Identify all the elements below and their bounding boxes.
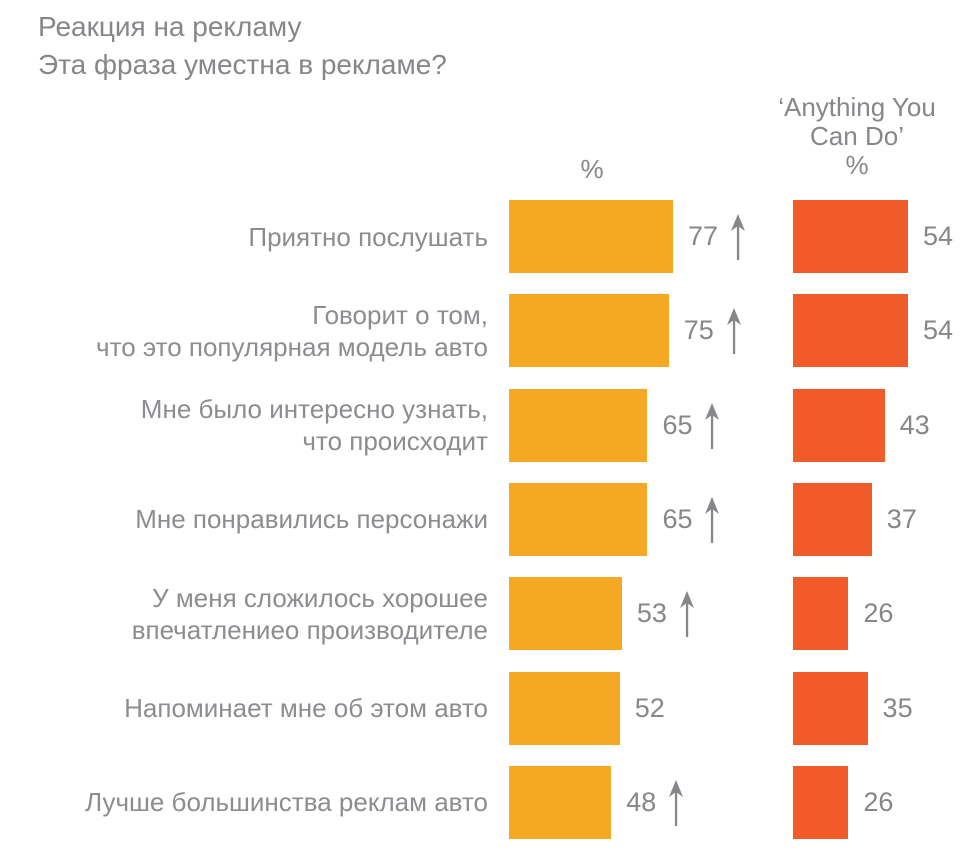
row-label-line: что происходит [302,426,488,457]
value-comparison-label: 35 [882,692,913,723]
comparison-column-unit-header: % [845,150,869,180]
row-label: Говорит о том, что это популярная модель … [0,294,488,367]
value-current-label: 48 [626,786,657,817]
bar-current [509,294,669,368]
chart-row: Говорит о том, что это популярная модель … [0,294,978,368]
arrow-up-icon [726,308,742,355]
row-label-line: Говорит о том, [312,299,488,330]
row-label: Лучше большинства реклам авто [0,766,488,839]
arrow-up-icon [730,214,746,260]
chart-row: Приятно послушать 77 54 [0,200,978,273]
chart-row: Лучше большинства реклам авто 48 26 [0,765,978,839]
value-current-label: 77 [688,221,719,251]
chart-row: Напоминает мне об этом авто 52 35 [0,671,978,745]
current-column-unit-header: % [580,154,604,184]
row-label-line: что это популярная модель авто [96,331,488,362]
arrow-up-icon [679,591,695,638]
comparison-header-line2: Can Do’ [810,121,904,151]
arrow-up-icon [668,779,684,826]
value-comparison-label: 54 [923,221,954,251]
bar-current [509,482,648,556]
row-label-line: Лучше большинства реклам авто [85,787,488,818]
chart-row: Мне было интересно узнать, что происходит… [0,388,978,462]
row-label: У меня сложилось хорошее впечатлениео про… [0,577,488,650]
chart-title-line2: Эта фраза уместна в рекламе? [38,49,447,80]
bar-current [509,765,612,839]
row-label-line: Напоминает мне об этом авто [124,693,488,723]
bar-comparison [793,671,868,745]
bar-comparison [793,482,872,556]
row-label-line: Мне было интересно узнать, [140,394,488,425]
arrow-up-icon [704,402,720,449]
chart-title-line1: Реакция на рекламу [38,11,302,42]
comparison-header-line1: ‘Anything You [778,92,936,122]
chart-row: Мне понравились персонажи 65 37 [0,482,978,556]
comparison-column-header: ‘Anything You Can Do’ % [768,93,946,180]
value-comparison-label: 26 [863,786,894,817]
row-label: Мне понравились персонажи [0,483,488,556]
bar-comparison [793,200,909,273]
row-label-line: Приятно послушать [248,221,488,252]
value-current-label: 75 [683,315,714,346]
row-label-line: Мне понравились персонажи [135,504,488,535]
bar-comparison [793,765,849,839]
value-comparison-label: 26 [863,598,894,629]
row-label-line: У меня сложилось хорошее [152,582,488,613]
value-current-label: 52 [634,692,665,723]
row-label: Напоминает мне об этом авто [0,672,488,745]
row-label: Мне было интересно узнать, что происходит [0,389,488,462]
row-label: Приятно послушать [0,200,488,273]
bar-current [509,388,648,462]
value-current-label: 53 [636,598,667,629]
bar-comparison [793,577,849,651]
bar-current [509,200,673,273]
chart-row: У меня сложилось хорошее впечатлениео про… [0,577,978,651]
value-current-label: 65 [662,409,693,440]
chart-title: Реакция на рекламу Эта фраза уместна в р… [38,8,447,84]
bar-current [509,671,620,745]
row-label-line: впечатлениео производителе [131,614,488,645]
bar-comparison [793,294,909,368]
bar-comparison [793,388,885,462]
arrow-up-icon [704,496,720,543]
bar-current [509,577,622,651]
value-comparison-label: 54 [923,315,954,346]
value-comparison-label: 43 [899,409,930,440]
value-comparison-label: 37 [886,503,917,534]
value-current-label: 65 [662,503,693,534]
